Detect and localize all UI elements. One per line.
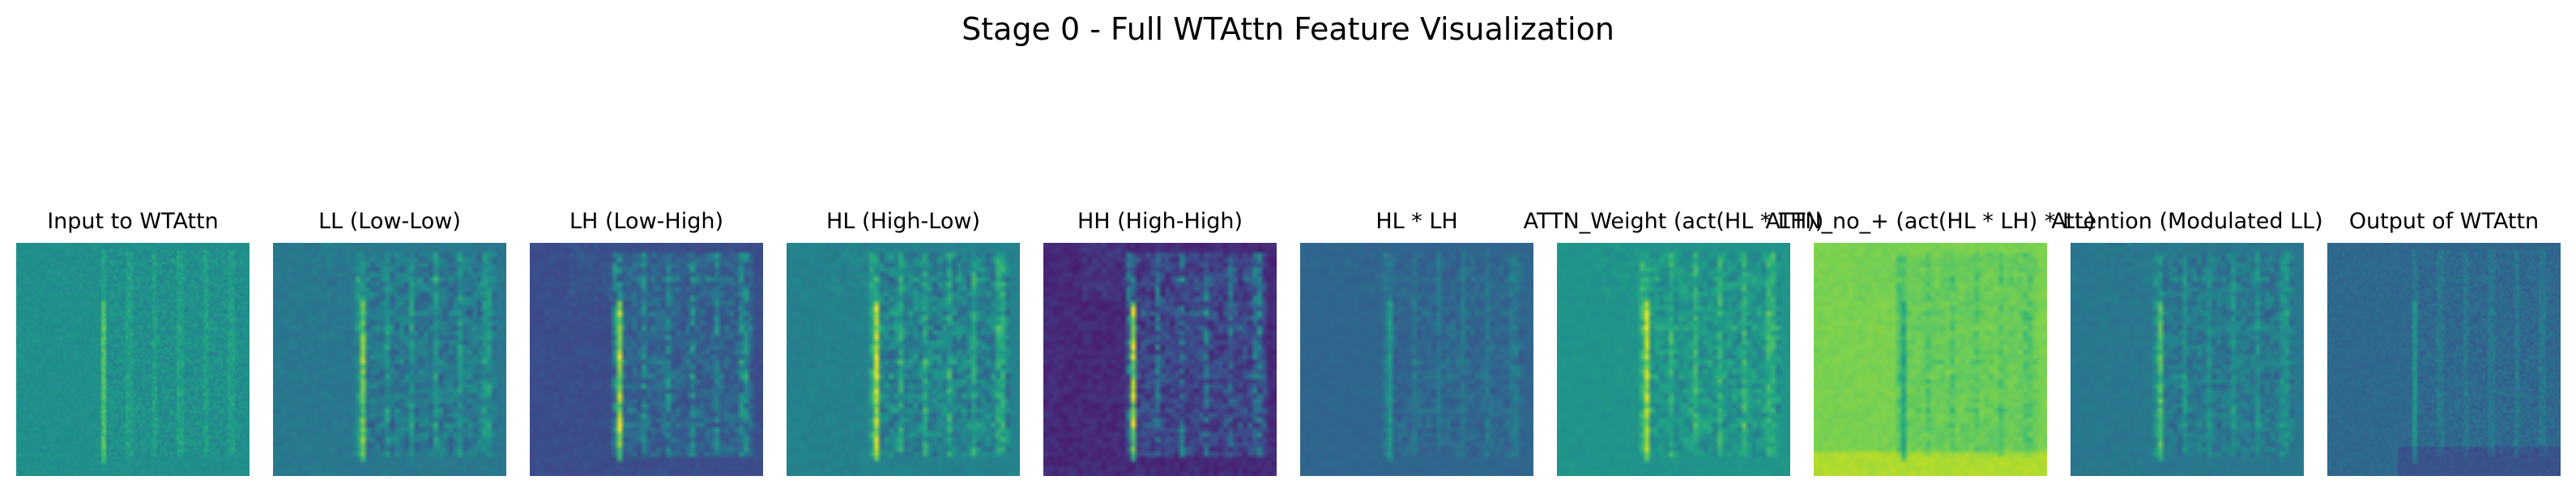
- panel-title: HH (High-High): [1077, 209, 1243, 234]
- panel-hl-lh: HL * LH: [1300, 209, 1533, 476]
- feature-map-image: [1814, 243, 2047, 476]
- feature-map-image: [787, 243, 1020, 476]
- feature-map-image: [16, 243, 249, 476]
- panel-title: ATTN_Weight (act(HL * LH)): [1523, 209, 1824, 234]
- feature-map-image: [530, 243, 763, 476]
- panel-title: HL (High-Low): [826, 209, 980, 234]
- panel-attn-no: ATTN_no_+ (act(HL * LH) * LL): [1765, 209, 2096, 476]
- panel-hh: HH (High-High): [1043, 209, 1277, 476]
- feature-map-image: [273, 243, 506, 476]
- feature-map-image: [2327, 243, 2561, 476]
- feature-map-image: [1300, 243, 1533, 476]
- figure-title: Stage 0 - Full WTAttn Feature Visualizat…: [962, 11, 1614, 47]
- panel-title: Attention (Modulated LL): [2051, 209, 2323, 234]
- panel-hl: HL (High-Low): [787, 209, 1020, 476]
- panel-title: ATTN_no_+ (act(HL * LH) * LL): [1765, 209, 2096, 234]
- panel-title: Input to WTAttn: [47, 209, 219, 234]
- feature-map-image: [1043, 243, 1277, 476]
- panel-output: Output of WTAttn: [2327, 209, 2561, 476]
- panel-title: LH (Low-High): [569, 209, 723, 234]
- panel-modulated-ll: Attention (Modulated LL): [2051, 209, 2323, 476]
- panel-title: Output of WTAttn: [2348, 209, 2540, 234]
- panel-lh: LH (Low-High): [530, 209, 763, 476]
- panel-ll: LL (Low-Low): [273, 209, 506, 476]
- panel-input: Input to WTAttn: [16, 209, 249, 476]
- panel-title: HL * LH: [1375, 209, 1458, 234]
- panel-attn-weight: ATTN_Weight (act(HL * LH)): [1524, 209, 1823, 476]
- panel-title: LL (Low-Low): [318, 209, 461, 234]
- feature-map-image: [1557, 243, 1790, 476]
- feature-map-image: [2071, 243, 2304, 476]
